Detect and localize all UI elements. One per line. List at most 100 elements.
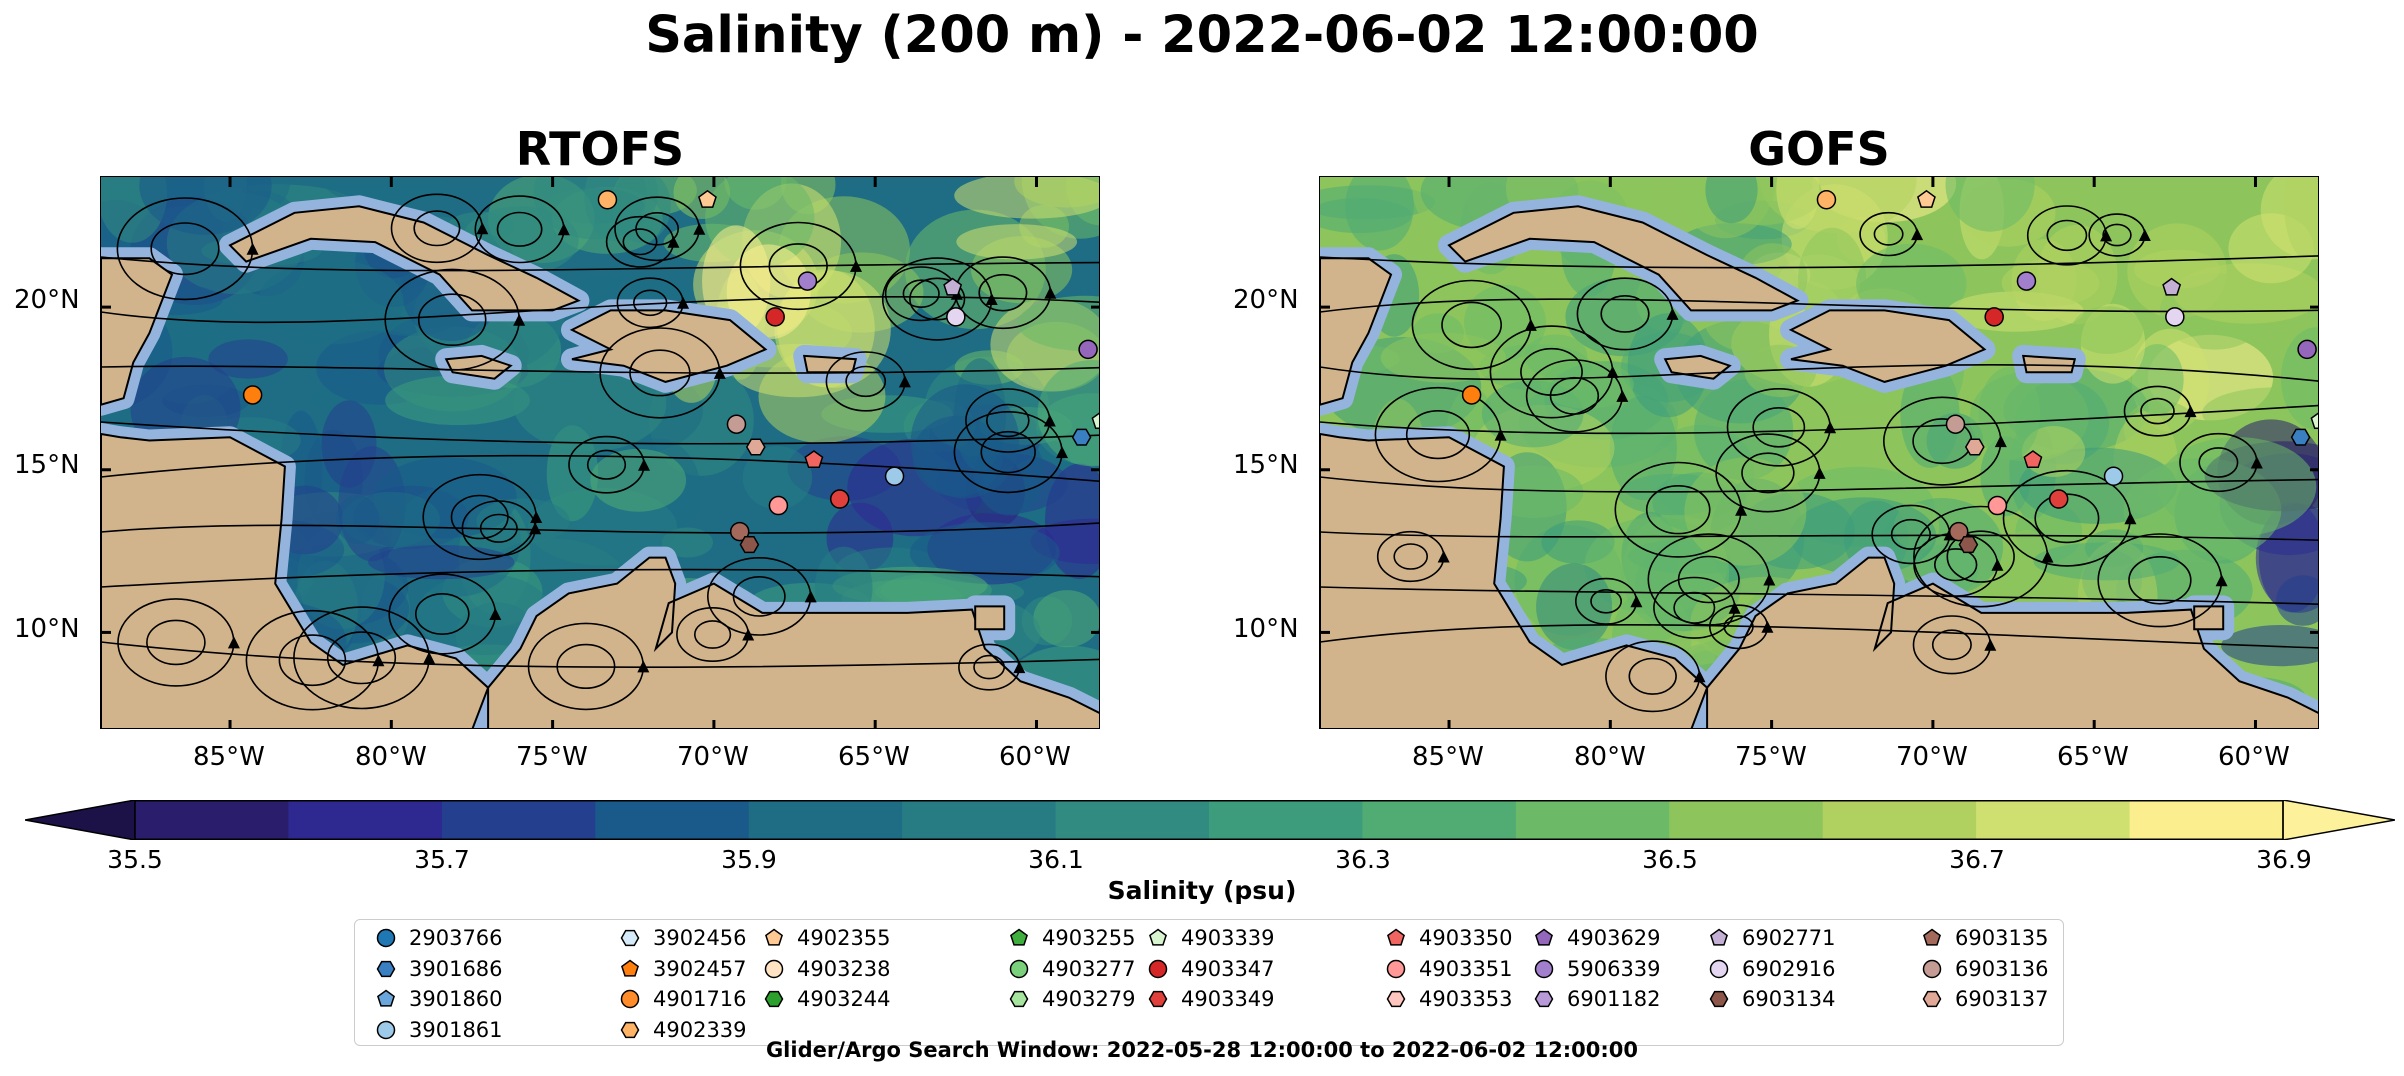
legend-marker-icon: [620, 1021, 640, 1038]
legend-label: 3902456: [653, 926, 747, 950]
float-marker: [943, 277, 963, 296]
legend: 2903766 3901686 3901860 3901861 3902456 39024…: [354, 919, 2064, 1046]
legend-label: 4901716: [653, 987, 747, 1011]
legend-marker-icon: [1386, 990, 1406, 1008]
float-marker: [946, 307, 966, 327]
legend-marker-icon: [620, 929, 640, 947]
legend-label: 4903629: [1567, 926, 1661, 950]
legend-item: 6902771: [1708, 926, 1836, 950]
lon-label-60w-right: 60°W: [2218, 742, 2290, 772]
legend-item: 6903135: [1921, 926, 2049, 950]
current-streamlines: [101, 193, 1099, 711]
legend-label: 4903353: [1419, 987, 1513, 1011]
legend-marker-icon: [1009, 959, 1029, 978]
float-marker: [726, 414, 747, 434]
legend-marker-icon: [376, 1020, 396, 1039]
legend-item: 4903353: [1385, 987, 1513, 1011]
float-marker: [2165, 307, 2185, 327]
colorbar-segment: [902, 800, 1056, 840]
legend-marker-icon: [376, 928, 396, 948]
lon-label-60w-left: 60°W: [999, 742, 1071, 772]
legend-item: 4901716: [619, 987, 747, 1011]
float-marker: [1987, 495, 2008, 516]
float-marker: [1958, 536, 1979, 554]
legend-item: 4903351: [1385, 957, 1513, 981]
float-marker: [2048, 489, 2069, 509]
legend-item: 4902355: [763, 926, 891, 950]
legend-label: 4903238: [797, 956, 891, 981]
float-marker: [1984, 307, 2004, 327]
legend-marker-icon: [1386, 959, 1406, 978]
legend-marker-icon: [1535, 928, 1553, 946]
float-marker: [2290, 428, 2311, 446]
float-marker: [884, 466, 905, 487]
legend-item: 3901861: [375, 1018, 503, 1042]
float-marker: [1964, 438, 1985, 456]
float-marker: [242, 385, 263, 405]
lon-label-85w-right: 85°W: [1412, 742, 1484, 772]
legend-item: 5906339: [1533, 957, 1661, 981]
lon-label-75w-right: 75°W: [1735, 742, 1807, 772]
colorbar-tick-35-5: 35.5: [107, 845, 163, 874]
colorbar-extend-low: [25, 800, 136, 840]
central-america-landmass: [1320, 432, 1709, 728]
float-marker: [1948, 521, 1969, 542]
float-marker: [829, 489, 850, 509]
legend-label: 4902339: [653, 1017, 747, 1042]
lon-label-65w-right: 65°W: [2057, 742, 2129, 772]
legend-marker-icon: [1149, 928, 1167, 946]
float-marker: [729, 521, 750, 542]
legend-label: 4903244: [797, 987, 891, 1011]
legend-marker-icon: [1922, 959, 1942, 978]
colorbar-tick-36-5: 36.5: [1642, 845, 1698, 874]
legend-marker-icon: [764, 990, 784, 1008]
legend-item: 4903238: [763, 957, 891, 981]
legend-label: 6903137: [1955, 987, 2049, 1011]
legend-marker-icon: [1010, 928, 1028, 946]
float-marker: [1461, 385, 1482, 405]
colorbar-tick-35-7: 35.7: [414, 845, 470, 874]
colorbar-segment: [2129, 800, 2284, 840]
legend-item: 4903244: [763, 987, 891, 1011]
map-rtofs: [100, 176, 1100, 729]
legend-label: 4903255: [1042, 926, 1136, 950]
lon-label-65w-left: 65°W: [838, 742, 910, 772]
legend-marker-icon: [1922, 990, 1942, 1008]
legend-item: 3901860: [375, 987, 503, 1011]
lat-label-20n-right: 20°N: [1233, 285, 1299, 315]
legend-item: 6903134: [1708, 987, 1836, 1011]
cuba-landmass: [228, 205, 581, 312]
legend-item: 6903137: [1921, 987, 2049, 1011]
colorbar-segment: [1515, 800, 1670, 840]
legend-label: 4903349: [1181, 987, 1275, 1011]
colorbar-tick-36-9: 36.9: [2256, 845, 2312, 874]
colorbar-segment: [1209, 800, 1363, 840]
legend-marker-icon: [1148, 959, 1168, 978]
legend-marker-icon: [1709, 990, 1729, 1008]
puerto-rico-landmass: [2021, 354, 2077, 374]
legend-label: 6901182: [1567, 987, 1661, 1011]
float-marker: [2103, 466, 2124, 487]
float-marker: [739, 536, 760, 554]
legend-label: 5906339: [1567, 956, 1661, 981]
float-marker: [1816, 190, 1837, 210]
legend-item: 3902456: [619, 926, 747, 950]
legend-label: 4903350: [1419, 926, 1513, 950]
colorbar-segment: [1976, 800, 2130, 840]
float-marker: [2023, 450, 2043, 469]
hispaniola-landmass: [569, 309, 768, 383]
central-america-landmass: [101, 432, 490, 728]
colorbar-extend-high: [2282, 800, 2395, 840]
legend-marker-icon: [1534, 990, 1554, 1008]
legend-item: 6902916: [1708, 957, 1836, 981]
panel-title-gofs: GOFS: [1748, 122, 1890, 176]
float-marker: [768, 495, 789, 516]
colorbar-segment: [748, 800, 903, 840]
float-marker: [1078, 339, 1098, 360]
south-america-landmass: [1706, 556, 2318, 728]
float-marker: [804, 450, 824, 469]
legend-marker-icon: [764, 959, 784, 978]
legend-label: 4903339: [1181, 926, 1275, 950]
legend-label: 3901860: [409, 987, 503, 1011]
legend-label: 4903347: [1181, 956, 1275, 981]
